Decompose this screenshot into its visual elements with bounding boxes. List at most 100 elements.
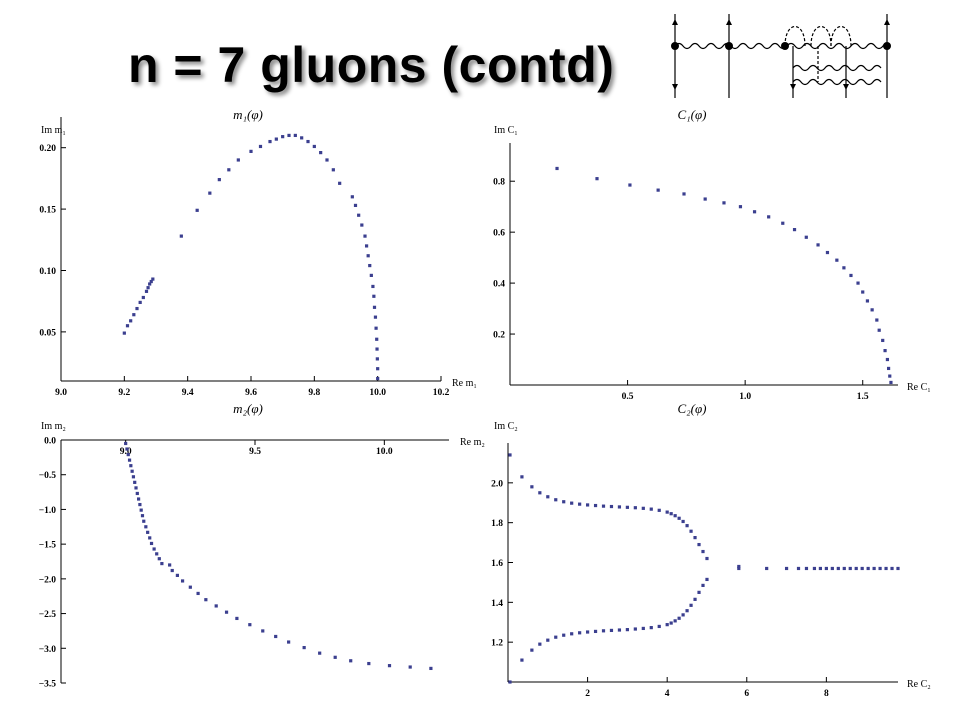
data-point xyxy=(657,624,661,629)
x-tick-label: 0.5 xyxy=(622,392,634,402)
data-point xyxy=(258,144,263,149)
diagram-vertex-4 xyxy=(883,42,891,50)
data-point xyxy=(609,504,614,509)
data-point xyxy=(601,504,606,508)
y-tick-label: −3.0 xyxy=(39,645,57,655)
data-point xyxy=(665,623,669,627)
data-point xyxy=(738,205,743,209)
data-point xyxy=(830,566,834,571)
x-tick-label: 9.5 xyxy=(249,447,261,457)
data-point xyxy=(408,665,412,669)
y-tick-label: 1.2 xyxy=(491,639,503,649)
data-point xyxy=(669,621,673,625)
data-point xyxy=(628,183,632,187)
data-point xyxy=(781,221,785,225)
data-point xyxy=(693,597,697,601)
data-point xyxy=(155,552,159,556)
data-point xyxy=(236,158,240,162)
data-point xyxy=(836,566,840,571)
data-point xyxy=(685,609,689,613)
x-tick-label: 9.4 xyxy=(182,388,194,398)
diagram-arrow-2 xyxy=(726,19,732,25)
data-point xyxy=(633,627,637,631)
y-tick-label: 0.2 xyxy=(493,331,505,341)
data-point xyxy=(854,566,858,571)
feynman-diagram xyxy=(671,14,891,98)
data-point xyxy=(151,277,155,281)
data-point xyxy=(555,166,559,171)
data-point xyxy=(685,524,689,528)
data-point xyxy=(677,516,681,520)
data-point xyxy=(520,658,524,662)
data-point xyxy=(812,566,817,571)
data-point xyxy=(333,655,337,659)
data-point xyxy=(235,616,239,621)
x-tick-label: 9.0 xyxy=(120,447,132,457)
diagram-arrow-5 xyxy=(790,84,796,90)
data-point xyxy=(312,144,316,149)
data-point xyxy=(865,299,870,303)
data-point xyxy=(374,326,378,330)
data-point xyxy=(249,149,253,153)
data-point xyxy=(131,475,136,479)
data-point xyxy=(227,168,231,172)
data-point xyxy=(818,566,822,571)
data-point xyxy=(767,215,771,219)
data-point xyxy=(293,133,297,138)
data-point xyxy=(360,223,364,227)
data-point xyxy=(703,197,707,201)
chart-C2: C₂(φ) Re C₂ Im C₂ 2 4 6 8 1.2 1.4 1.6 1.8 2.0 xyxy=(491,401,931,699)
data-point xyxy=(546,495,550,499)
data-point xyxy=(649,626,653,630)
data-point xyxy=(625,505,629,509)
data-point xyxy=(138,502,142,507)
x-tick-label: 10.0 xyxy=(369,388,386,398)
data-point xyxy=(609,628,614,633)
data-point xyxy=(144,289,149,293)
data-point xyxy=(593,629,598,634)
data-point xyxy=(705,577,709,582)
data-point xyxy=(146,530,150,534)
data-point xyxy=(148,282,152,286)
data-point xyxy=(872,566,876,571)
data-point xyxy=(224,610,229,614)
data-point xyxy=(371,284,375,289)
chart-title: C₂(φ) xyxy=(677,401,706,416)
data-point xyxy=(689,529,693,533)
data-point xyxy=(656,188,660,192)
data-point xyxy=(896,566,900,571)
data-point xyxy=(140,514,145,518)
y-tick-label: 0.0 xyxy=(44,437,56,447)
data-point xyxy=(870,308,874,312)
data-point xyxy=(562,500,566,504)
data-point xyxy=(375,347,379,351)
y-tick-label: −2.5 xyxy=(39,610,57,620)
data-point xyxy=(697,590,701,594)
data-point xyxy=(217,178,221,182)
data-point xyxy=(127,458,132,462)
data-point xyxy=(429,666,433,671)
data-point xyxy=(170,568,174,573)
diagram-loop-3 xyxy=(830,26,852,47)
diagram-vertex-1 xyxy=(671,42,679,50)
data-point xyxy=(883,349,887,353)
diagram-arrow-1 xyxy=(672,19,678,25)
data-point xyxy=(180,579,185,583)
data-point xyxy=(878,566,882,571)
data-point xyxy=(669,512,673,516)
data-point xyxy=(681,613,685,617)
diagram-gluon-line-bottom xyxy=(792,64,882,72)
data-point xyxy=(520,475,524,479)
data-point xyxy=(784,566,789,571)
data-point xyxy=(508,453,512,457)
y-tick-label: 1.4 xyxy=(491,599,503,609)
chart-title: m₂(φ) xyxy=(233,401,263,416)
data-point xyxy=(538,642,542,646)
y-tick-label: 2.0 xyxy=(491,479,503,489)
y-tick-label: 0.05 xyxy=(39,328,56,338)
data-point xyxy=(148,536,152,540)
data-point xyxy=(633,506,637,510)
data-point xyxy=(372,305,377,309)
x-tick-label: 10.0 xyxy=(376,447,393,457)
data-point xyxy=(135,306,139,311)
